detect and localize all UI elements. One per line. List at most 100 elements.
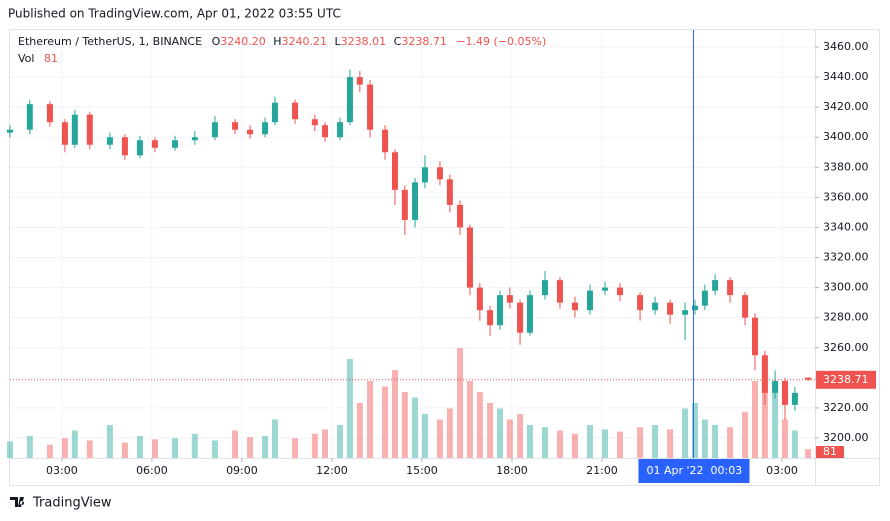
volume-label: Vol (18, 52, 34, 65)
volume-bar (292, 438, 299, 458)
volume-bar (637, 427, 644, 458)
volume-bar (712, 425, 719, 458)
volume-bar (151, 439, 158, 458)
candle-body (772, 380, 779, 393)
candle-body (517, 302, 524, 333)
volume-bar (172, 438, 179, 458)
crosshair-date: 01 Apr '22 (646, 464, 703, 477)
volume-bar (346, 359, 353, 458)
candle-body (586, 290, 593, 311)
volume-bar (727, 427, 734, 458)
candles (7, 69, 812, 420)
candle-body (412, 182, 419, 220)
ohlc-value: 3240.21 (282, 35, 328, 48)
volume-bar (466, 381, 473, 458)
change: −1.49 (−0.05%) (456, 35, 546, 48)
y-tick-label: 3220.00 (823, 401, 869, 414)
volume-bar (487, 403, 494, 458)
volume-bar (691, 403, 698, 458)
x-tick-label: 03:00 (766, 464, 798, 477)
candle-body (761, 355, 768, 393)
candle-body (421, 167, 428, 183)
x-tick-label: 06:00 (136, 464, 168, 477)
volume-bar (121, 442, 128, 458)
ohlc-value: 3240.20 (220, 35, 266, 48)
volume-bar (761, 392, 768, 458)
candle-body (322, 125, 329, 138)
volume-legend: Vol 81 (18, 52, 58, 65)
candle-body (791, 392, 798, 405)
candle-body (742, 295, 749, 318)
candle-body (712, 280, 719, 291)
volume-bar (556, 430, 563, 458)
crosshair-tag (638, 459, 750, 483)
volume-bar (136, 436, 143, 458)
y-tick-label: 3360.00 (823, 190, 869, 203)
volume-bar (191, 433, 198, 458)
candle-body (496, 295, 503, 326)
volume-bar (232, 430, 239, 458)
last-price-label: 3238.71 (823, 373, 869, 386)
candle-body (667, 302, 674, 315)
candle-body (805, 377, 812, 380)
volume-bar (586, 425, 593, 458)
volume-bar (367, 381, 374, 458)
volume-bar (391, 370, 398, 458)
volume-tag (816, 446, 844, 458)
candle-body (436, 167, 443, 180)
crosshair-time: 00:03 (710, 464, 742, 477)
volume-bar (86, 440, 93, 458)
volume-tag-label: 81 (823, 445, 837, 458)
chart-frame (9, 29, 880, 486)
volume-bar (311, 433, 318, 458)
ohlc-value: 3238.71 (401, 35, 447, 48)
x-tick-label: 12:00 (316, 464, 348, 477)
candle-body (86, 114, 93, 145)
volume-bars (7, 348, 812, 458)
volume-bar (667, 429, 674, 458)
candle-body (346, 77, 353, 123)
candle-body (292, 102, 299, 120)
candle-body (526, 295, 533, 333)
candle-body (232, 122, 239, 130)
candle-body (682, 310, 689, 315)
volume-bar (701, 419, 708, 458)
volume-bar (421, 414, 428, 458)
candle-body (457, 204, 464, 228)
published-note: Published on TradingView.com, Apr 01, 20… (8, 7, 341, 21)
y-tick-label: 3280.00 (823, 311, 869, 324)
y-tick-label: 3460.00 (823, 40, 869, 53)
candle-body (652, 302, 659, 311)
candle-body (247, 129, 254, 135)
candle-body (61, 122, 68, 145)
candle-body (311, 119, 318, 126)
candle-body (751, 317, 758, 356)
ohlc-label: H (273, 35, 281, 48)
candle-body (46, 104, 53, 123)
volume-bar (106, 425, 113, 458)
ohlc-label: O (212, 35, 221, 48)
volume-bar (742, 411, 749, 458)
candle-body (172, 140, 179, 148)
volume-bar (322, 429, 329, 458)
x-tick-label: 15:00 (406, 464, 438, 477)
candle-body (191, 137, 198, 141)
candle-body (601, 287, 608, 291)
overlay: 3238.71 81 01 Apr '22 00:03 (10, 30, 876, 483)
y-tick-label: 3300.00 (823, 281, 869, 294)
volume-bar (211, 440, 218, 458)
volume-bar (446, 408, 453, 458)
y-tick-label: 3200.00 (823, 431, 869, 444)
y-tick-label: 3320.00 (823, 251, 869, 264)
candle-body (26, 104, 33, 130)
candle-body (151, 140, 158, 148)
volume-bar (791, 430, 798, 458)
candle-body (211, 122, 218, 138)
volume-bar (46, 444, 53, 458)
grid: 3200.003220.003240.003260.003280.003300.… (10, 30, 869, 477)
candle-body (541, 280, 548, 296)
candle-body (701, 290, 708, 306)
volume-bar (772, 386, 779, 458)
candle-body (271, 102, 278, 123)
